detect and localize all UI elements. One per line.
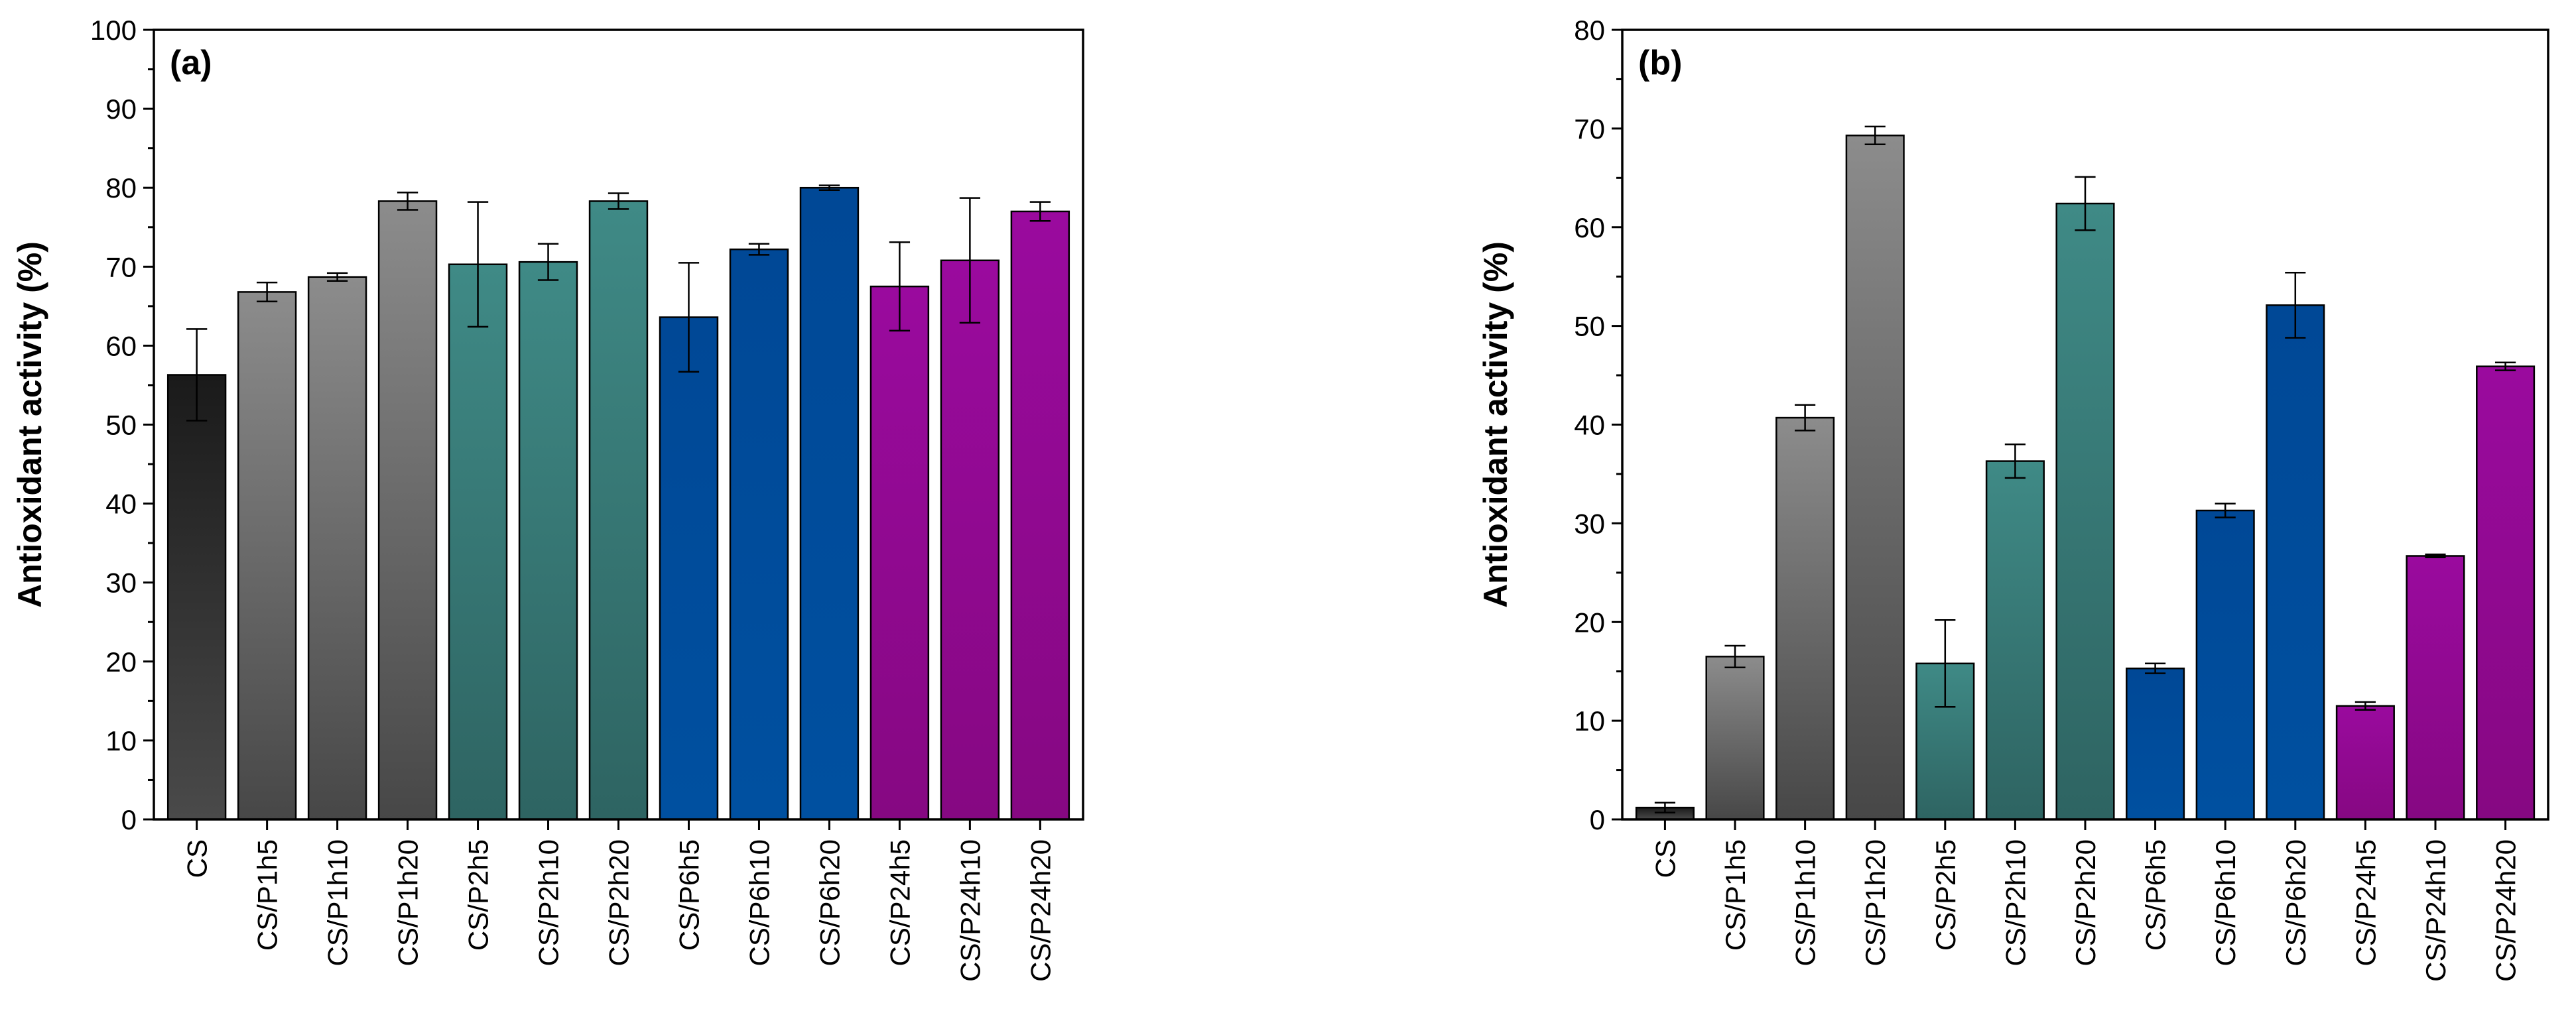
x-tick-label-a-5: CS/P2h10 — [533, 839, 564, 966]
bar-a-cs-p24h5 — [869, 285, 930, 821]
bar-a-cs-p6h5 — [659, 316, 719, 821]
x-tick-label-a-10: CS/P24h5 — [884, 839, 915, 966]
bar-a-cs-p2h20 — [588, 200, 649, 821]
chart-panel-b: CS CS/P1h5 CS/P1h10 CS/P1h20 CS/P2h5 CS/P2h10… — [1477, 15, 2549, 982]
x-tick-label-b-10: CS/P24h5 — [2350, 839, 2381, 966]
y-tick-label-a-0: 0 — [121, 804, 137, 835]
y-axis-title-b: Antioxidant activity (%) — [1477, 241, 1514, 608]
x-tick-label-b-8: CS/P6h10 — [2210, 839, 2241, 966]
y-tick-label-a-1: 10 — [105, 725, 137, 756]
y-tick-label-b-2: 20 — [1574, 607, 1605, 638]
x-tick-label-a-7: CS/P6h5 — [673, 839, 704, 951]
y-tick-label-a-8: 80 — [105, 172, 137, 204]
x-tick-label-a-6: CS/P2h20 — [604, 839, 635, 966]
y-tick-label-b-3: 30 — [1574, 508, 1605, 539]
x-tick-label-a-0: CS — [182, 839, 213, 878]
y-tick-label-a-7: 70 — [105, 251, 137, 282]
y-tick-label-b-6: 60 — [1574, 212, 1605, 243]
y-tick-label-a-10: 100 — [90, 15, 137, 46]
bar-a-cs-p1h10 — [307, 276, 367, 821]
bar-a-cs-p24h20 — [1010, 210, 1070, 821]
bar-b-cs-p24h10 — [2406, 555, 2465, 821]
y-tick-label-a-3: 30 — [105, 567, 137, 599]
x-tick-label-b-6: CS/P2h20 — [2070, 839, 2101, 966]
bar-b-cs-p24h5 — [2335, 705, 2395, 821]
x-tick-label-b-2: CS/P1h10 — [1790, 839, 1821, 966]
x-tick-label-a-12: CS/P24h20 — [1025, 839, 1056, 982]
x-tick-label-b-4: CS/P2h5 — [1930, 839, 1961, 951]
bar-b-cs-p6h10 — [2195, 509, 2255, 821]
bar-b-cs-p2h20 — [2055, 202, 2115, 821]
bar-b-cs-p24h20 — [2476, 365, 2536, 821]
y-tick-label-b-5: 50 — [1574, 311, 1605, 342]
x-tick-label-b-11: CS/P24h10 — [2420, 839, 2451, 982]
x-tick-label-b-7: CS/P6h5 — [2140, 839, 2171, 951]
bar-b-cs-p2h10 — [1985, 460, 2045, 821]
x-tick-label-b-12: CS/P24h20 — [2490, 839, 2522, 982]
y-tick-label-a-2: 20 — [105, 646, 137, 678]
y-tick-label-a-6: 60 — [105, 330, 137, 361]
plot-frame-b — [1621, 29, 2549, 821]
y-tick-label-b-8: 80 — [1574, 15, 1605, 46]
bar-b-cs-p1h20 — [1845, 135, 1905, 821]
bar-a-cs-p2h10 — [518, 261, 578, 821]
bar-a-cs-p6h20 — [799, 186, 860, 821]
x-tick-label-a-11: CS/P24h10 — [954, 839, 986, 982]
x-tick-label-a-2: CS/P1h10 — [322, 839, 354, 966]
x-tick-label-b-3: CS/P1h20 — [1860, 839, 1891, 966]
x-tick-label-b-1: CS/P1h5 — [1720, 839, 1751, 951]
y-tick-label-b-1: 10 — [1574, 705, 1605, 737]
bar-b-cs-p1h5 — [1705, 656, 1765, 821]
x-tick-label-a-1: CS/P1h5 — [252, 839, 283, 951]
bar-a-cs — [166, 374, 227, 821]
bar-a-cs-p24h10 — [940, 259, 1000, 821]
bar-b-cs-p6h5 — [2126, 667, 2185, 821]
x-tick-label-b-9: CS/P6h20 — [2280, 839, 2311, 966]
x-tick-label-a-8: CS/P6h10 — [743, 839, 775, 966]
y-tick-label-b-0: 0 — [1590, 804, 1605, 835]
x-tick-label-b-5: CS/P2h10 — [2000, 839, 2031, 966]
x-tick-label-a-9: CS/P6h20 — [814, 839, 845, 966]
panel-label-b: (b) — [1638, 44, 1682, 82]
y-axis-title-a: Antioxidant activity (%) — [11, 241, 48, 608]
bar-a-cs-p1h5 — [237, 291, 297, 821]
y-tick-label-b-7: 70 — [1574, 113, 1605, 145]
chart-panel-a: CS CS/P1h5 CS/P1h10 CS/P1h20 CS/P2h5 CS/P2h10… — [11, 15, 1084, 982]
y-tick-label-a-5: 50 — [105, 410, 137, 441]
y-tick-label-b-4: 40 — [1574, 410, 1605, 441]
y-tick-label-a-4: 40 — [105, 489, 137, 520]
bar-a-cs-p1h20 — [377, 200, 438, 821]
bar-a-cs-p2h5 — [448, 263, 508, 821]
plot-frame-a — [153, 29, 1084, 821]
x-tick-label-b-0: CS — [1649, 839, 1681, 878]
x-tick-label-a-4: CS/P2h5 — [463, 839, 494, 951]
bar-b-cs-p1h10 — [1775, 416, 1835, 821]
bar-a-cs-p6h10 — [729, 248, 789, 821]
bar-b-cs-p6h20 — [2266, 304, 2325, 821]
x-tick-label-a-3: CS/P1h20 — [393, 839, 424, 966]
panel-label-a: (a) — [170, 44, 212, 82]
y-tick-label-a-9: 90 — [105, 93, 137, 125]
